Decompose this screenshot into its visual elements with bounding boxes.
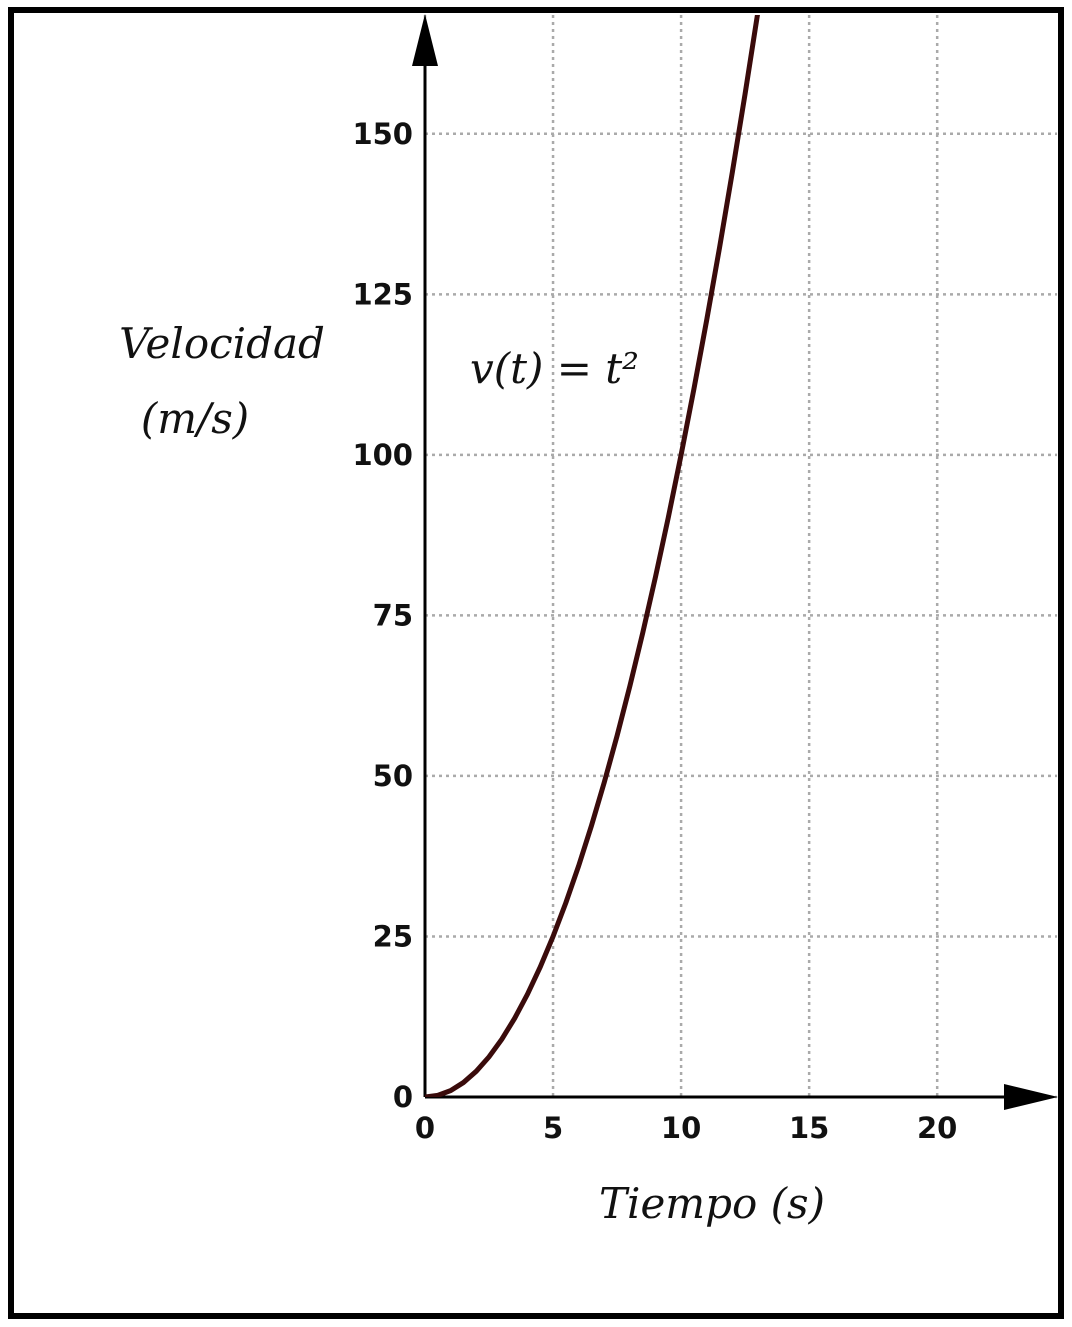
x-tick-label: 10 <box>661 1111 701 1145</box>
x-tick-label: 0 <box>415 1111 435 1145</box>
y-tick-label: 0 <box>393 1080 413 1114</box>
x-tick-label: 15 <box>789 1111 829 1145</box>
y-tick-label: 75 <box>373 598 413 632</box>
y-tick-label: 150 <box>352 117 413 151</box>
y-arrow <box>412 14 438 66</box>
x-tick-label: 20 <box>917 1111 957 1145</box>
x-tick-label: 5 <box>543 1111 563 1145</box>
grid <box>423 15 1057 1099</box>
y-tick-label: 125 <box>352 277 413 311</box>
y-label: (m/s) <box>141 394 249 443</box>
data-line <box>425 15 760 1097</box>
x-arrow <box>1004 1084 1058 1110</box>
frame <box>8 7 1064 1319</box>
x-label: Tiempo (s) <box>599 1179 825 1228</box>
y-tick-label: 25 <box>373 919 413 953</box>
y-tick-label: 50 <box>373 759 413 793</box>
annotation: v(t) = t² <box>470 344 639 393</box>
y-tick-label: 100 <box>352 438 413 472</box>
y-label: Velocidad <box>119 319 325 368</box>
